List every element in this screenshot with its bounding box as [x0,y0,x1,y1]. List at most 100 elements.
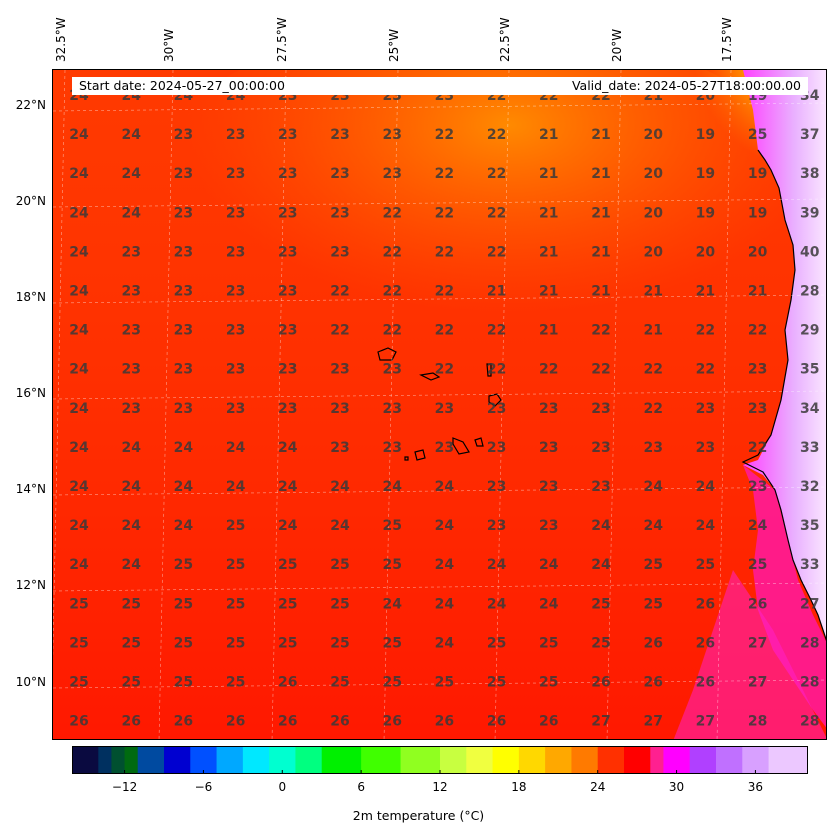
grid-value: 25 [69,596,88,612]
colorbar-segment [72,746,80,774]
grid-value: 24 [121,127,141,143]
colorbar-segment [328,746,336,774]
colorbar-segment [788,746,796,774]
grid-value: 35 [800,518,819,534]
colorbar-segment [512,746,520,774]
grid-value: 25 [278,557,297,573]
grid-value: 23 [174,401,193,417]
grid-value: 25 [121,635,140,651]
colorbar-segment [538,746,546,774]
grid-value: 23 [435,401,454,417]
grid-value: 25 [121,675,140,691]
grid-value: 23 [278,362,297,378]
grid-value: 24 [330,479,350,495]
grid-value: 24 [487,596,507,612]
colorbar-segment [604,746,612,774]
grid-value: 24 [69,557,89,573]
grid-value: 26 [696,596,715,612]
colorbar-segment [775,746,783,774]
grid-value: 24 [748,518,768,534]
grid-value: 19 [696,205,715,221]
grid-value: 21 [748,284,767,300]
colorbar-segment [374,746,382,774]
grid-value: 23 [748,479,767,495]
colorbar-segment [420,746,428,774]
grid-value: 22 [487,244,506,260]
colorbar-label: 2m temperature (°C) [352,808,485,823]
grid-value: 23 [226,323,245,339]
colorbar-segment [256,746,264,774]
grid-value: 24 [69,284,89,300]
grid-value: 21 [591,284,610,300]
grid-value: 24 [278,518,298,534]
colorbar-segment [742,746,750,774]
grid-value: 22 [435,323,454,339]
grid-value: 25 [382,518,401,534]
grid-value: 24 [539,596,559,612]
africa-land [743,70,826,639]
grid-value: 25 [330,596,349,612]
grid-value: 22 [696,323,715,339]
grid-value: 23 [539,440,558,456]
valid-date-label: Valid_date: 2024-05-27T18:00:00.00 [571,78,801,93]
colorbar-segment [532,746,540,774]
colorbar-segment [413,746,421,774]
grid-value: 22 [382,244,401,260]
colorbar-segment [650,746,658,774]
grid-value: 24 [121,440,141,456]
grid-value: 25 [69,675,88,691]
colorbar-segment [656,746,664,774]
colorbar-segment [735,746,743,774]
grid-value: 28 [800,675,819,691]
colorbar-segment [183,746,191,774]
grid-value: 23 [278,205,297,221]
colorbar-segment [321,746,329,774]
grid-value: 23 [330,166,349,182]
grid-value: 22 [330,284,349,300]
grid-value: 25 [330,675,349,691]
grid-value: 24 [643,479,663,495]
grid-value: 22 [696,362,715,378]
temperature-value-labels: 24 24 24 24 23 23 23 23 22 22 22 21 20 19 34 24 24 23 23 23… [69,88,820,730]
colorbar-segment [716,746,724,774]
grid-value: 23 [121,323,140,339]
grid-value: 23 [487,518,506,534]
grid-value: 23 [278,323,297,339]
grid-value: 23 [121,362,140,378]
grid-value: 21 [539,127,558,143]
grid-value: 23 [226,401,245,417]
colorbar-segment [249,746,257,774]
colorbar-tick-label: 0 [278,780,287,794]
grid-value: 27 [748,675,767,691]
colorbar-segment [755,746,763,774]
grid-value: 22 [435,244,454,260]
grid-value: 24 [121,479,141,495]
grid-value: 21 [539,284,558,300]
grid-value: 21 [696,284,715,300]
grid-value: 22 [487,166,506,182]
grid-value: 23 [330,244,349,260]
colorbar-segment [348,746,356,774]
colorbar-segment [801,746,808,774]
grid-value: 23 [278,244,297,260]
grid-value: 21 [591,244,610,260]
colorbar-segment [78,746,86,774]
grid-value: 23 [696,401,715,417]
grid-value: 39 [800,205,819,221]
grid-value: 23 [121,284,140,300]
grid-value: 22 [382,205,401,221]
grid-value: 24 [591,518,611,534]
lon-label: 25°W [387,28,401,62]
colorbar-segment [426,746,434,774]
grid-value: 23 [226,244,245,260]
grid-value: 34 [800,401,820,417]
grid-value: 22 [435,166,454,182]
colorbar-segment [400,746,408,774]
grid-value: 23 [382,127,401,143]
grid-value: 24 [435,557,455,573]
colorbar-tick-label: 36 [747,780,764,794]
colorbar-segment [223,746,231,774]
grid-value: 25 [330,635,349,651]
grid-value: 24 [69,401,89,417]
colorbar-segment [545,746,553,774]
